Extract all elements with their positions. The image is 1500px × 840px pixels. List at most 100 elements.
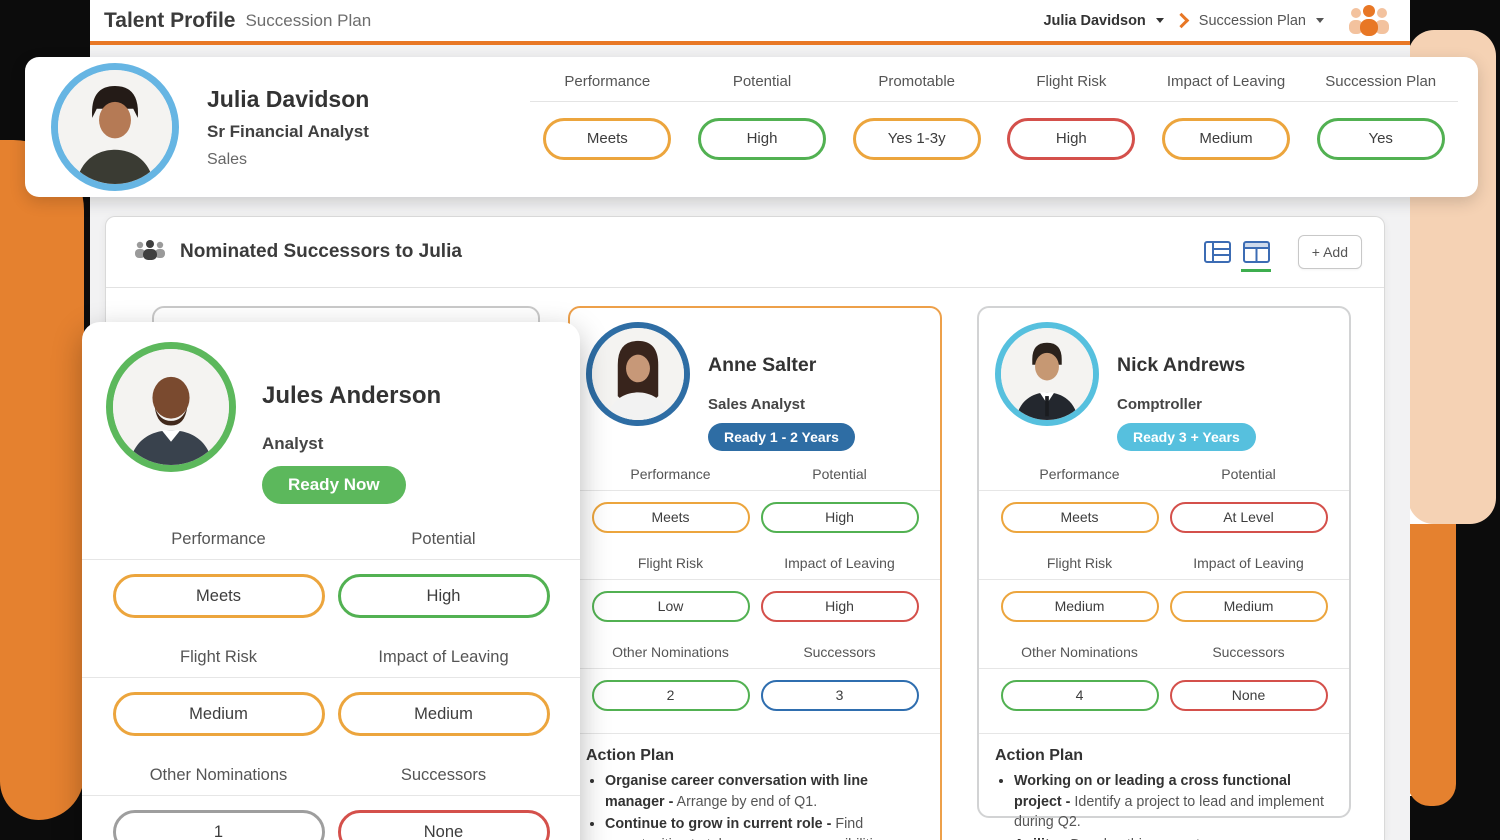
group-icon xyxy=(134,238,166,267)
card-view-icon-selected[interactable] xyxy=(1240,241,1271,272)
divider xyxy=(979,490,1349,491)
profile-role: Sr Financial Analyst xyxy=(207,121,369,141)
metric-label: Potential xyxy=(411,530,476,548)
metric-label: Succession Plan xyxy=(1325,73,1437,90)
metric-label: Performance xyxy=(630,466,711,482)
metric-pill: Medium xyxy=(337,692,550,736)
successor-card-anne[interactable]: Anne Salter Sales Analyst Ready 1 - 2 Ye… xyxy=(568,306,942,840)
metric-pill: None xyxy=(337,810,550,840)
caret-down-icon[interactable] xyxy=(1155,18,1164,23)
decor-orange-bar-right xyxy=(1408,524,1456,806)
people-logo-icon[interactable] xyxy=(1346,2,1392,40)
active-view-underline xyxy=(1240,269,1271,272)
successor-card-nick[interactable]: Nick Andrews Comptroller Ready 3 + Years… xyxy=(977,306,1351,840)
metric-pill: 3 xyxy=(760,680,919,711)
metric-label: Successors xyxy=(400,766,487,784)
metric-label: Other Nominations xyxy=(612,644,729,660)
profile-card: Julia Davidson Sr Financial Analyst Sale… xyxy=(25,57,1478,197)
metric-pill: High xyxy=(760,591,919,622)
metric-pill: Low xyxy=(591,591,750,622)
divider xyxy=(82,559,580,560)
action-plan-item: Organise career conversation with line m… xyxy=(605,771,924,812)
successor-card-jules[interactable]: Jules Anderson Analyst Ready Now Perform… xyxy=(82,322,580,840)
divider xyxy=(82,795,580,796)
metric-pill: Medium xyxy=(112,692,325,736)
metric-pill: Meets xyxy=(1000,502,1159,533)
divider xyxy=(570,668,940,669)
decor-black-bottom-right xyxy=(1396,796,1500,840)
profile-name: Julia Davidson xyxy=(207,85,370,112)
metric-pill: 4 xyxy=(1000,680,1159,711)
metric-label: Other Nominations xyxy=(1021,644,1138,660)
metric-label: Impact of Leaving xyxy=(378,648,509,666)
app-header: Talent Profile Succession Plan Julia Dav… xyxy=(90,0,1410,45)
metric-label: Flight Risk xyxy=(637,555,704,571)
divider xyxy=(570,490,940,491)
metric-pill: 2 xyxy=(591,680,750,711)
action-plan: Action Plan Organise career conversation… xyxy=(586,747,924,840)
successor-name: Jules Anderson xyxy=(262,382,442,409)
page-title: Talent Profile xyxy=(104,8,236,32)
successor-role: Sales Analyst xyxy=(708,396,805,413)
metric-label: Potential xyxy=(1221,466,1276,482)
action-plan-title: Action Plan xyxy=(586,747,675,764)
metric-label: Other Nominations xyxy=(149,766,288,784)
avatar xyxy=(51,63,179,191)
successors-panel-header: Nominated Successors to Julia xyxy=(106,217,1384,288)
add-successor-button[interactable]: + Add xyxy=(1297,235,1362,269)
profile-metrics: Performance Potential Promotable Flight … xyxy=(530,73,1458,160)
action-plan: Action Plan Working on or leading a cros… xyxy=(995,747,1333,840)
readiness-badge: Ready 3 + Years xyxy=(1117,423,1256,451)
divider xyxy=(82,677,580,678)
action-plan-item: Continue to grow in current role - Find … xyxy=(605,814,924,840)
metric-label: Performance xyxy=(171,530,266,548)
successor-name: Nick Andrews xyxy=(1117,353,1246,376)
breadcrumb-person-dropdown[interactable]: Julia Davidson xyxy=(1043,12,1146,29)
metric-label: Flight Risk xyxy=(1046,555,1113,571)
metric-label: Potential xyxy=(812,466,867,482)
view-toggles: + Add xyxy=(1203,235,1362,272)
divider xyxy=(570,579,940,580)
successor-name: Anne Salter xyxy=(708,353,817,376)
metric-label: Impact of Leaving xyxy=(1193,555,1304,571)
metric-pill: Meets xyxy=(591,502,750,533)
metric-pill: Meets xyxy=(543,118,672,160)
successors-panel-title: Nominated Successors to Julia xyxy=(180,241,462,262)
divider xyxy=(979,668,1349,669)
table-view-icon[interactable] xyxy=(1203,241,1231,263)
breadcrumb-page-dropdown[interactable]: Succession Plan xyxy=(1198,12,1306,29)
action-plan-item: Working on or leading a cross functional… xyxy=(1014,771,1333,833)
readiness-badge: Ready Now xyxy=(262,466,406,504)
breadcrumb: Julia Davidson Succession Plan xyxy=(1043,2,1392,40)
chevron-right-icon xyxy=(1173,12,1190,29)
successor-role: Analyst xyxy=(262,434,324,453)
metric-label: Performance xyxy=(1039,466,1120,482)
avatar xyxy=(586,322,690,426)
divider xyxy=(530,101,1458,102)
action-plan-title: Action Plan xyxy=(995,747,1084,764)
divider xyxy=(570,733,940,734)
action-plan-item: Agility - Develop this competency. xyxy=(1014,835,1333,840)
metric-label: Impact of Leaving xyxy=(784,555,895,571)
metric-label: Impact of Leaving xyxy=(1166,73,1286,90)
metric-pill: Yes 1-3y xyxy=(852,118,981,160)
metric-label: Flight Risk xyxy=(1036,73,1107,90)
metric-pill: High xyxy=(698,118,826,160)
metric-label: Successors xyxy=(1212,644,1285,660)
metric-label: Performance xyxy=(564,73,651,90)
metric-pill: None xyxy=(1169,680,1328,711)
caret-down-icon[interactable] xyxy=(1316,18,1324,23)
metric-pill: Medium xyxy=(1000,591,1159,622)
metric-pill: Meets xyxy=(112,574,325,618)
metric-label: Flight Risk xyxy=(179,648,257,666)
metric-label: Promotable xyxy=(878,73,956,90)
avatar xyxy=(995,322,1099,426)
metric-pill: High xyxy=(1007,118,1136,160)
successor-header: Jules Anderson Analyst Ready Now xyxy=(106,342,556,504)
profile-department: Sales xyxy=(207,150,248,168)
metric-pill: High xyxy=(337,574,550,618)
metric-pill: High xyxy=(760,502,919,533)
avatar xyxy=(106,342,236,472)
successor-header: Anne Salter Sales Analyst Ready 1 - 2 Ye… xyxy=(586,322,924,451)
